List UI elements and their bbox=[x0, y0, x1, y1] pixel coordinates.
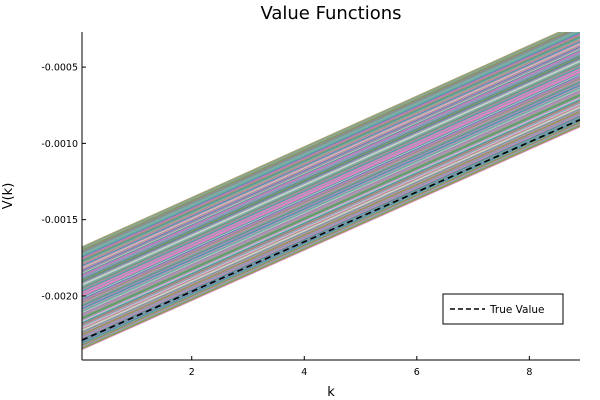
x-tick-label: 2 bbox=[189, 367, 195, 378]
x-axis-label: k bbox=[327, 385, 335, 400]
chart-title: Value Functions bbox=[260, 3, 401, 24]
y-axis-label: V(k) bbox=[1, 183, 16, 210]
y-tick-label: -0.0005 bbox=[41, 63, 78, 74]
y-ticks: -0.0005 -0.0010 -0.0015 -0.0020 bbox=[41, 63, 86, 302]
x-tick-label: 8 bbox=[526, 367, 532, 378]
y-tick-label: -0.0015 bbox=[41, 215, 78, 226]
legend: True Value bbox=[442, 293, 564, 325]
x-tick-label: 6 bbox=[414, 367, 420, 378]
y-tick-label: -0.0010 bbox=[41, 139, 78, 150]
plot-lines bbox=[82, 32, 580, 351]
x-tick-label: 4 bbox=[301, 367, 307, 378]
legend-label-true-value: True Value bbox=[489, 304, 544, 316]
iterate-line bbox=[82, 32, 562, 248]
true-value-line bbox=[82, 118, 580, 341]
x-ticks: 2 4 6 8 bbox=[189, 356, 532, 378]
y-tick-label: -0.0020 bbox=[41, 291, 78, 302]
